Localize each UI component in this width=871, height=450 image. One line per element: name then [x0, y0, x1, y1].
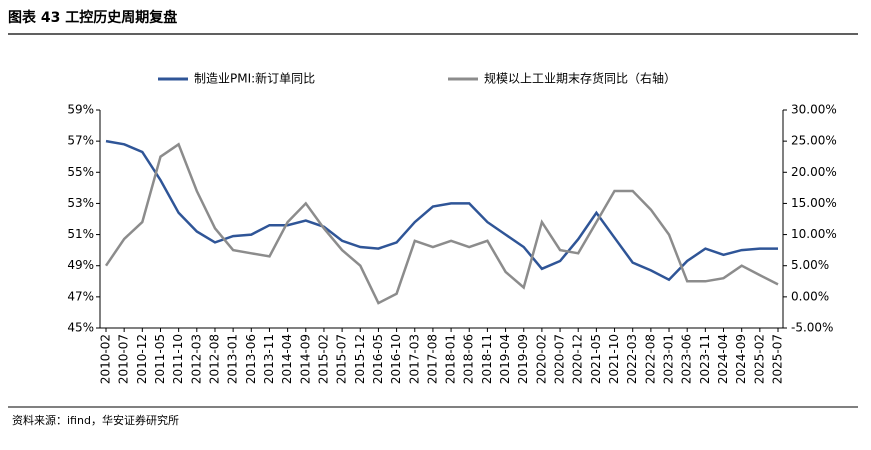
x-tick-label: 2011-10	[171, 334, 185, 384]
source: 资料来源：ifind，华安证券研究所	[12, 413, 179, 427]
y2-tick-label: 25.00%	[791, 134, 837, 148]
chart-title: 图表 43 工控历史周期复盘	[8, 9, 177, 26]
x-tick-label: 2021-10	[607, 334, 621, 384]
y2-tick-label: 10.00%	[791, 227, 837, 241]
x-tick-label: 2017-03	[407, 334, 421, 384]
x-tick-label: 2025-07	[771, 334, 785, 384]
x-tick-label: 2021-05	[589, 334, 603, 384]
x-tick-label: 2010-12	[135, 334, 149, 384]
y2-tick-label: 20.00%	[791, 165, 837, 179]
y2-tick-label: 30.00%	[791, 103, 837, 117]
y-tick-label: 51%	[67, 227, 94, 241]
x-tick-label: 2019-04	[498, 334, 512, 384]
x-tick-label: 2018-06	[462, 334, 476, 384]
x-tick-label: 2016-10	[389, 334, 403, 384]
x-tick-label: 2019-09	[516, 334, 530, 384]
legend-label: 制造业PMI:新订单同比	[194, 71, 315, 86]
x-tick-label: 2013-01	[226, 334, 240, 384]
x-tick-label: 2022-03	[625, 334, 639, 384]
x-tick-label: 2017-08	[425, 334, 439, 384]
y-tick-label: 45%	[67, 321, 94, 335]
legend-label: 规模以上工业期末存货同比（右轴）	[484, 71, 676, 86]
x-tick-label: 2013-06	[244, 334, 258, 384]
y2-tick-label: 0.00%	[791, 289, 829, 303]
x-tick-label: 2015-12	[353, 334, 367, 384]
y-tick-label: 53%	[67, 196, 94, 210]
x-tick-label: 2025-02	[752, 334, 766, 384]
x-tick-label: 2010-07	[117, 334, 131, 384]
y2-tick-label: 5.00%	[791, 258, 829, 272]
x-tick-label: 2015-02	[316, 334, 330, 384]
x-tick-label: 2024-09	[734, 334, 748, 384]
y2-tick-label: 15.00%	[791, 196, 837, 210]
x-tick-label: 2020-07	[553, 334, 567, 384]
x-tick-label: 2018-01	[444, 334, 458, 384]
x-tick-label: 2016-05	[371, 334, 385, 384]
x-tick-label: 2020-12	[571, 334, 585, 384]
x-tick-label: 2020-02	[534, 334, 548, 384]
y-tick-label: 55%	[67, 165, 94, 179]
y-tick-label: 59%	[67, 103, 94, 117]
x-tick-label: 2023-06	[680, 334, 694, 384]
y2-tick-label: -5.00%	[791, 321, 833, 335]
x-tick-label: 2010-02	[99, 334, 113, 384]
y-tick-label: 57%	[67, 134, 94, 148]
x-tick-label: 2024-04	[716, 334, 730, 384]
y-tick-label: 49%	[67, 258, 94, 272]
x-tick-label: 2014-09	[298, 334, 312, 384]
x-tick-label: 2023-11	[698, 334, 712, 384]
x-tick-label: 2018-11	[480, 334, 494, 384]
x-tick-label: 2022-08	[643, 334, 657, 384]
x-tick-label: 2013-11	[262, 334, 276, 384]
x-tick-label: 2012-03	[189, 334, 203, 384]
x-tick-label: 2015-07	[335, 334, 349, 384]
series-line	[105, 139, 778, 282]
y-tick-label: 47%	[67, 289, 94, 303]
series-line	[104, 142, 779, 305]
x-tick-label: 2012-08	[207, 334, 221, 384]
x-tick-label: 2014-04	[280, 334, 294, 384]
x-tick-label: 2023-01	[662, 334, 676, 384]
x-tick-label: 2011-05	[153, 334, 167, 384]
